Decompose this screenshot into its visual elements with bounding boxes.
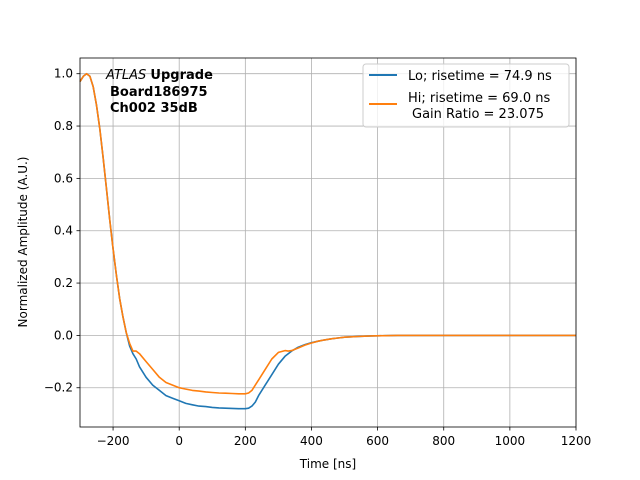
- legend-label-lo: Lo; risetime = 74.9 ns: [408, 69, 552, 84]
- y-tick-label: 0.8: [54, 119, 73, 133]
- y-tick-label: 1.0: [54, 67, 73, 81]
- x-tick-label: 0: [175, 434, 183, 448]
- y-tick-label: 0.6: [54, 171, 73, 185]
- y-axis-ticks: −0.2 0.0 0.2 0.4 0.6 0.8 1.0: [44, 67, 80, 395]
- y-tick-label: −0.2: [44, 381, 73, 395]
- x-tick-label: −200: [97, 434, 130, 448]
- series-line-hi: [79, 72, 576, 395]
- y-tick-label: 0.0: [54, 328, 73, 342]
- legend: Lo; risetime = 74.9 ns Hi; risetime = 69…: [362, 63, 570, 128]
- annotation-experiment-suffix: Upgrade: [150, 68, 213, 83]
- x-axis-label: Time [ns]: [299, 457, 356, 471]
- x-axis-ticks: −200 0 200 400 600 800 1000 1200: [97, 427, 592, 448]
- x-tick-label: 800: [432, 434, 455, 448]
- legend-box: [362, 63, 570, 128]
- x-tick-label: 1200: [561, 434, 592, 448]
- x-tick-label: 200: [234, 434, 257, 448]
- y-axis-label: Normalized Amplitude (A.U.): [16, 157, 30, 328]
- annotation-board: Board186975: [110, 85, 208, 100]
- legend-label-hi: Hi; risetime = 69.0 ns: [408, 91, 550, 106]
- annotation-line-1: ATLAS Upgrade: [105, 68, 213, 83]
- series-layer: [79, 72, 576, 410]
- annotation-experiment: ATLAS: [105, 68, 146, 83]
- legend-label-hi-gain: Gain Ratio = 23.075: [412, 107, 544, 122]
- y-tick-label: 0.4: [54, 224, 73, 238]
- annotation-channel: Ch002 35dB: [110, 101, 198, 116]
- x-tick-label: 400: [300, 434, 323, 448]
- y-tick-label: 0.2: [54, 276, 73, 290]
- x-tick-label: 1000: [495, 434, 526, 448]
- x-tick-label: 600: [366, 434, 389, 448]
- axes-frame: [79, 57, 577, 428]
- annotation-block: ATLAS Upgrade Board186975 Ch002 35dB: [105, 68, 213, 116]
